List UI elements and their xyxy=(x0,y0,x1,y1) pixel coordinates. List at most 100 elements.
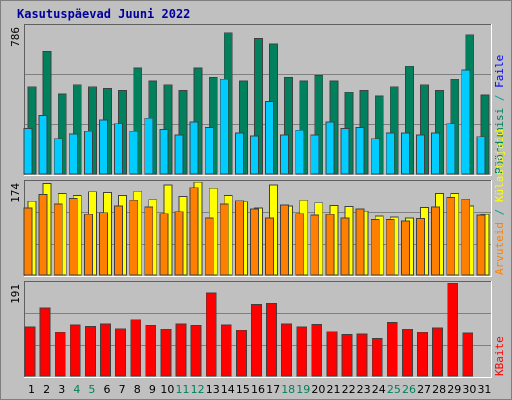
bar-faile xyxy=(295,129,305,175)
bar-kbaite xyxy=(100,323,111,377)
bar-arvuteid xyxy=(250,208,259,276)
bar-faile xyxy=(204,127,214,175)
x-tick-label: 3 xyxy=(58,383,65,396)
bar-kbaite xyxy=(235,329,247,377)
bar-arvuteid xyxy=(295,213,305,276)
y-max-label: 786 xyxy=(9,27,22,47)
bar-faile xyxy=(129,130,139,175)
bar-arvuteid xyxy=(401,220,410,276)
bar-kbaite xyxy=(341,334,353,377)
bar-kbaite xyxy=(326,331,338,377)
bar-faile xyxy=(159,129,169,175)
bar-arvuteid xyxy=(159,213,169,276)
x-tick-label: 23 xyxy=(357,383,371,396)
bar-faile xyxy=(340,128,350,175)
bar-faile xyxy=(461,69,471,175)
bar-faile xyxy=(68,133,78,175)
bar-faile xyxy=(53,138,63,175)
bar-kbaite xyxy=(84,326,96,377)
bar-kbaite xyxy=(417,331,428,377)
bar-kbaite xyxy=(175,323,187,377)
series-label-part: KBaite xyxy=(493,336,506,376)
series-label-part: / xyxy=(493,88,506,108)
x-tick-label: 14 xyxy=(221,383,235,396)
bar-arvuteid xyxy=(310,214,320,276)
bar-arvuteid xyxy=(385,219,395,276)
bar-faile xyxy=(174,134,184,175)
bar-faile xyxy=(431,132,441,175)
bar-arvuteid xyxy=(446,197,456,276)
x-tick-label: 12 xyxy=(191,383,205,396)
x-tick-label: 5 xyxy=(88,383,95,396)
bar-faile xyxy=(38,115,48,175)
bar-faile xyxy=(144,117,154,175)
x-tick-label: 25 xyxy=(387,383,401,396)
x-tick-label: 31 xyxy=(477,383,491,396)
series-label-part: Faile xyxy=(493,55,506,88)
bar-kbaite xyxy=(447,283,459,377)
bar-arvuteid xyxy=(340,217,350,276)
bar-kbaite xyxy=(115,328,126,377)
bar-arvuteid xyxy=(68,198,78,276)
series-label-part: Külastajaid xyxy=(493,129,506,202)
x-tick-label: 15 xyxy=(236,383,250,396)
bar-faile xyxy=(370,138,380,175)
bar-kbaite xyxy=(356,333,368,377)
x-tick-label: 6 xyxy=(104,383,111,396)
x-tick-label: 10 xyxy=(160,383,174,396)
bar-arvuteid xyxy=(431,206,441,276)
bar-kbaite xyxy=(145,325,157,377)
bar-faile xyxy=(234,132,244,175)
x-tick-label: 13 xyxy=(206,383,220,396)
bar-arvuteid xyxy=(38,194,48,276)
bar-kbaite xyxy=(160,328,172,377)
bar-kbaite xyxy=(205,292,217,377)
bar-faile xyxy=(189,121,199,175)
bar-kbaite xyxy=(462,332,474,377)
x-tick-label: 19 xyxy=(296,383,310,396)
x-tick-label: 27 xyxy=(417,383,431,396)
series-label-part: Arvuteid xyxy=(493,222,506,275)
bar-arvuteid xyxy=(23,207,33,276)
x-tick-label: 21 xyxy=(326,383,340,396)
bar-arvuteid xyxy=(99,212,108,276)
x-tick-label: 18 xyxy=(281,383,295,396)
bar-faile xyxy=(99,119,108,175)
bar-arvuteid xyxy=(476,214,486,276)
bar-arvuteid xyxy=(265,217,274,276)
y-max-label: 174 xyxy=(9,183,22,203)
bar-faile xyxy=(83,130,93,175)
x-tick-label: 8 xyxy=(134,383,141,396)
bar-faile xyxy=(265,101,274,175)
series-label-part: Pöördumisi xyxy=(493,108,506,174)
bar-arvuteid xyxy=(416,218,425,276)
x-tick-label: 1 xyxy=(28,383,35,396)
bar-arvuteid xyxy=(355,208,365,276)
bar-faile xyxy=(325,121,335,175)
x-tick-label: 29 xyxy=(447,383,461,396)
bar-arvuteid xyxy=(204,217,214,276)
bar-arvuteid xyxy=(461,198,471,276)
x-tick-label: 9 xyxy=(149,383,156,396)
x-tick-label: 28 xyxy=(432,383,446,396)
bar-faile xyxy=(355,127,365,175)
bar-kbaite xyxy=(54,331,66,377)
bar-kbaite xyxy=(69,324,81,377)
bar-faile xyxy=(446,123,456,175)
bar-arvuteid xyxy=(370,219,380,276)
bar-faile xyxy=(401,132,410,175)
bar-kbaite xyxy=(432,327,444,377)
x-tick-label: 30 xyxy=(462,383,476,396)
bar-arvuteid xyxy=(219,203,229,276)
series-axis-label: Pöördumisi / Faile xyxy=(493,55,506,174)
bar-arvuteid xyxy=(325,213,335,276)
bar-kbaite xyxy=(190,325,202,377)
bar-kbaite xyxy=(24,326,36,377)
x-tick-label: 24 xyxy=(372,383,386,396)
x-tick-label: 16 xyxy=(251,383,265,396)
bar-kbaite xyxy=(281,323,293,377)
bar-kbaite xyxy=(311,324,323,377)
bar-faile xyxy=(114,123,123,175)
bar-faile xyxy=(416,134,425,175)
